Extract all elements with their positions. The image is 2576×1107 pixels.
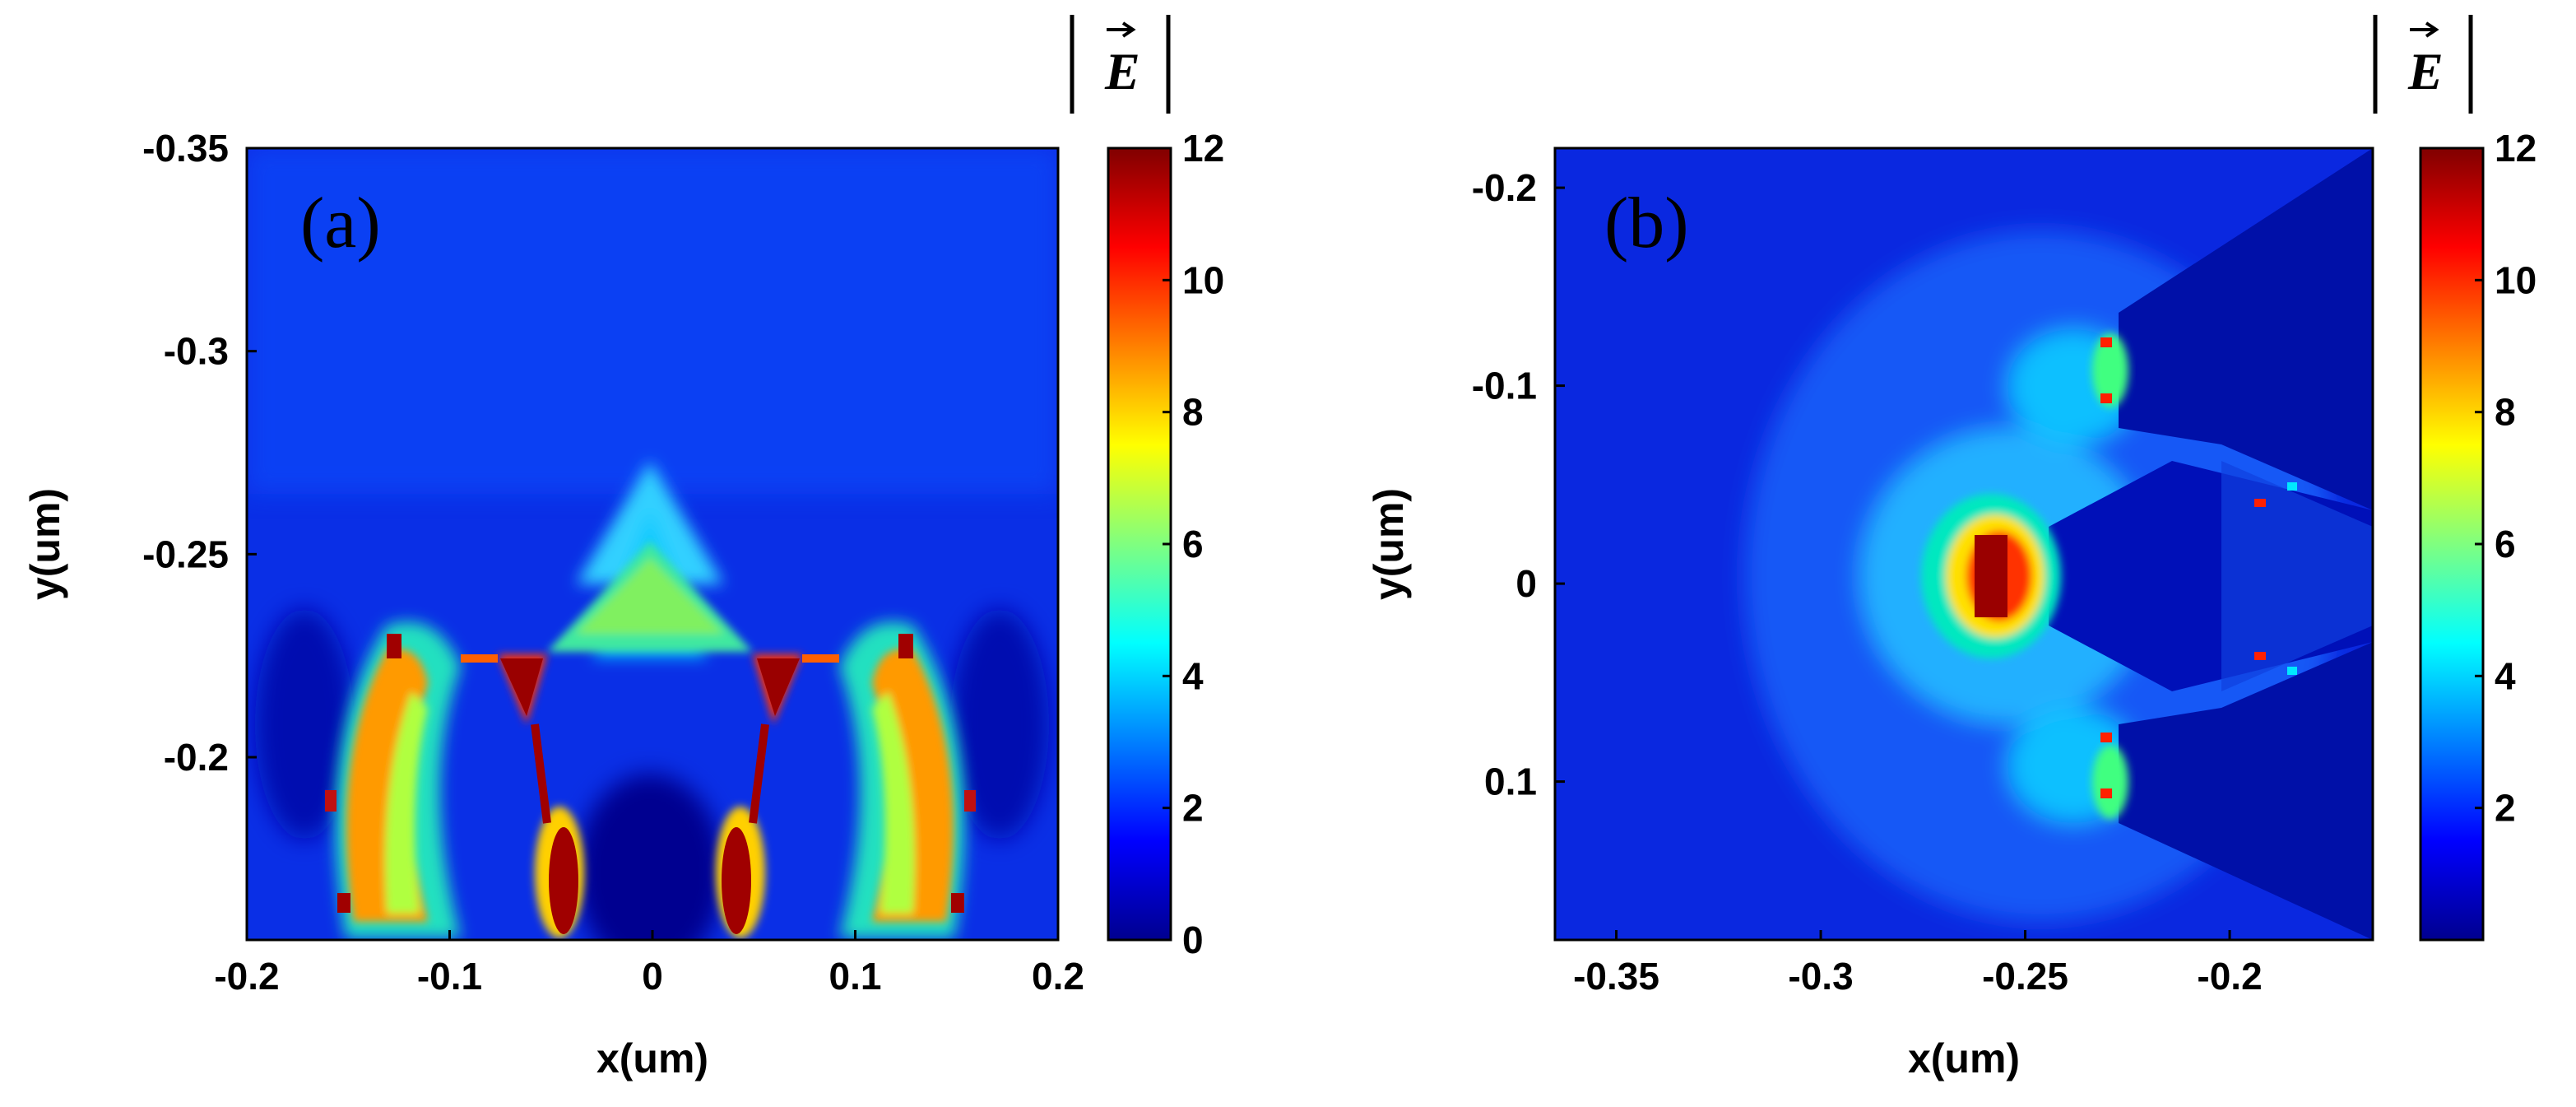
plot-frame-b (1553, 147, 2374, 942)
colorbar-tick-label-a: 6 (1182, 523, 1204, 565)
y-tick-label-a: -0.2 (164, 736, 229, 779)
colorbar-tick-label-b: 4 (2495, 654, 2516, 697)
colorbar-b (2419, 147, 2485, 942)
x-tick-label-a: -0.2 (214, 955, 279, 998)
colorbar-tick-label-a: 4 (1182, 654, 1204, 697)
y-axis-label-a: y(um) (22, 488, 68, 600)
x-tick-label-b: -0.35 (1573, 955, 1659, 998)
heatmap-a (247, 148, 1058, 940)
y-tick-label-a: -0.3 (164, 330, 229, 373)
colorbar-tick-label-a: 0 (1182, 919, 1204, 961)
x-axis-label-a: x(um) (596, 1035, 708, 1081)
colorbar-tick-label-b: 8 (2495, 391, 2516, 434)
y-tick-label-b: -0.1 (1472, 365, 1537, 407)
colorbar-title-b: E (2373, 15, 2473, 114)
x-tick-label-a: 0.2 (1032, 955, 1084, 998)
x-tick-label-a: 0 (642, 955, 663, 998)
svg-text:E: E (2407, 42, 2444, 100)
panel-a: (a) -0.2 -0.1 0 0.1 0.2 -0.35 -0.3 -0.25 -0.2 x(… (22, 15, 1224, 1081)
colorbar-tick-label-b: 10 (2495, 258, 2537, 301)
y-axis-label-b: y(um) (1366, 488, 1412, 600)
colorbar-title-a: E (1070, 15, 1171, 114)
colorbar-tick-label-b: 6 (2495, 523, 2516, 565)
x-tick-label-a: 0.1 (829, 955, 882, 998)
panel-letter-b: (b) (1604, 184, 1689, 263)
colorbar-tick-label-a: 2 (1182, 787, 1204, 830)
x-axis-label-b: x(um) (1908, 1035, 2020, 1081)
y-tick-label-b: -0.2 (1472, 166, 1537, 209)
svg-text:E: E (1104, 42, 1140, 100)
colorbar-tick-label-a: 12 (1182, 127, 1224, 170)
y-tick-label-b: 0.1 (1484, 760, 1537, 803)
svg-text:(b): (b) (1604, 184, 1689, 263)
colorbar-tick-label-b: 12 (2495, 127, 2537, 170)
colorbar-tick-label-a: 10 (1182, 258, 1224, 301)
colorbar-tick-label-a: 8 (1182, 391, 1204, 434)
y-tick-label-b: 0 (1515, 562, 1537, 605)
colorbar-a (1107, 147, 1172, 942)
x-tick-label-b: -0.2 (2197, 955, 2262, 998)
heatmap-b (1555, 148, 2373, 940)
x-tick-label-a: -0.1 (417, 955, 482, 998)
y-tick-label-a: -0.25 (142, 533, 229, 575)
panel-letter-a: (a) (300, 184, 381, 263)
y-tick-label-a: -0.35 (142, 127, 229, 170)
panel-b: (b) -0.35 -0.3 -0.25 -0.2 -0.2 -0.1 0 0.1 x(um)… (1366, 15, 2537, 1081)
svg-text:(a): (a) (300, 184, 381, 263)
x-tick-label-b: -0.25 (1982, 955, 2068, 998)
x-tick-label-b: -0.3 (1788, 955, 1853, 998)
colorbar-tick-label-b: 2 (2495, 787, 2516, 830)
